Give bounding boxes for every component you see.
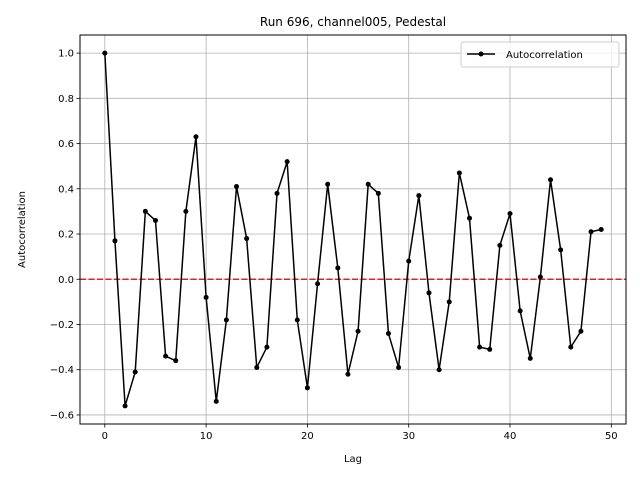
chart-title: Run 696, channel005, Pedestal bbox=[260, 15, 446, 29]
plot-area-frame bbox=[79, 34, 627, 425]
data-point bbox=[315, 281, 321, 287]
data-point bbox=[568, 344, 574, 350]
legend-entry-autocorrelation: Autocorrelation bbox=[506, 50, 583, 61]
series-line bbox=[104, 53, 602, 407]
data-point bbox=[173, 358, 179, 364]
data-point bbox=[477, 344, 483, 350]
x-tick-label: 30 bbox=[402, 431, 415, 442]
data-point bbox=[244, 236, 250, 242]
y-tick-label: 0.2 bbox=[58, 230, 74, 241]
data-point bbox=[355, 328, 361, 334]
x-axis-label: Lag bbox=[344, 454, 362, 465]
data-point bbox=[527, 355, 533, 361]
ticks: 0 10 20 30 40 50 −0.6 −0.4 −0.2 0.0 0.2 0.4 0.6 0.8 1.… bbox=[50, 49, 618, 442]
data-point bbox=[163, 353, 169, 359]
series-layer bbox=[102, 50, 604, 409]
y-tick-label: −0.4 bbox=[50, 365, 74, 376]
data-point bbox=[588, 229, 594, 235]
x-tick-label: 20 bbox=[301, 431, 314, 442]
x-tick-label: 40 bbox=[504, 431, 517, 442]
y-tick-label: 0.0 bbox=[58, 275, 74, 286]
y-tick-label: 1.0 bbox=[58, 49, 74, 60]
y-tick-label: 0.4 bbox=[58, 184, 74, 195]
data-point bbox=[456, 170, 462, 176]
data-point bbox=[497, 242, 503, 248]
data-point bbox=[537, 274, 543, 280]
data-point bbox=[213, 398, 219, 404]
y-tick-label: 0.8 bbox=[58, 94, 74, 105]
data-point bbox=[294, 317, 300, 323]
x-tick-label: 10 bbox=[200, 431, 213, 442]
data-point bbox=[183, 208, 189, 214]
data-point bbox=[264, 344, 270, 350]
data-point bbox=[254, 364, 260, 370]
legend-box bbox=[460, 41, 620, 68]
legend-marker-sample bbox=[478, 51, 484, 57]
data-point bbox=[325, 181, 331, 187]
data-point bbox=[152, 217, 158, 223]
legend: Autocorrelation bbox=[460, 41, 620, 68]
data-point bbox=[558, 247, 564, 253]
data-point bbox=[406, 258, 412, 264]
y-tick-label: 0.6 bbox=[58, 139, 74, 150]
data-point bbox=[132, 369, 138, 375]
data-point bbox=[223, 317, 229, 323]
data-point bbox=[142, 208, 148, 214]
y-axis-label: Autocorrelation bbox=[17, 191, 28, 268]
data-point bbox=[102, 50, 108, 56]
data-point bbox=[416, 193, 422, 199]
data-point bbox=[345, 371, 351, 377]
data-point bbox=[335, 265, 341, 271]
data-point bbox=[203, 294, 209, 300]
data-point bbox=[274, 190, 280, 196]
y-tick-label: −0.6 bbox=[50, 410, 74, 421]
data-point bbox=[375, 190, 381, 196]
data-point bbox=[578, 328, 584, 334]
data-point bbox=[396, 364, 402, 370]
data-point bbox=[426, 290, 432, 296]
data-point bbox=[598, 227, 604, 232]
data-point bbox=[466, 215, 472, 221]
data-point bbox=[487, 346, 493, 352]
data-point bbox=[112, 238, 118, 244]
y-tick-label: −0.2 bbox=[50, 320, 74, 331]
x-tick-label: 0 bbox=[102, 431, 108, 442]
data-point bbox=[517, 308, 523, 314]
data-point bbox=[234, 184, 240, 190]
data-point bbox=[284, 159, 290, 165]
data-point bbox=[385, 331, 391, 337]
data-point bbox=[365, 181, 371, 187]
data-point bbox=[304, 385, 310, 391]
data-point bbox=[507, 211, 513, 217]
data-point bbox=[193, 134, 199, 140]
x-tick-label: 50 bbox=[605, 431, 618, 442]
data-point bbox=[436, 367, 442, 373]
data-point bbox=[548, 177, 554, 183]
data-point bbox=[446, 299, 452, 305]
data-point bbox=[122, 403, 128, 409]
